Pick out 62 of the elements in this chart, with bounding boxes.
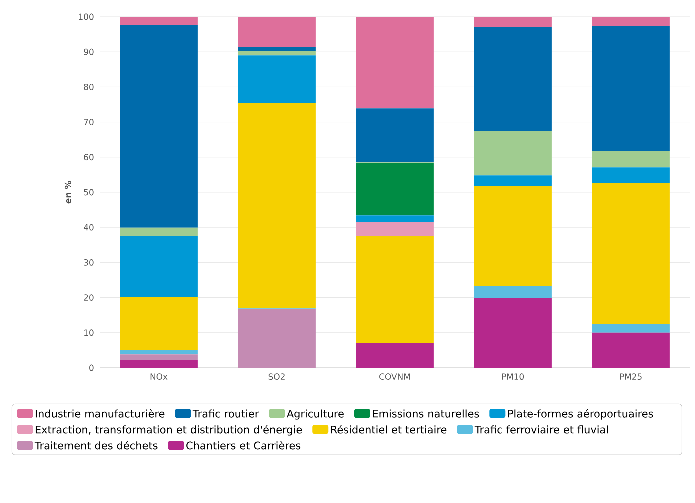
bar <box>238 51 316 56</box>
y-tick-label: 70 <box>84 119 94 126</box>
legend-label: Chantiers et Carrières <box>186 441 301 450</box>
legend-label: Trafic routier <box>192 410 260 418</box>
y-tick-label: 50 <box>84 189 94 196</box>
y-tick-label: 20 <box>84 294 94 301</box>
legend-label: Traitement des déchets <box>34 441 158 450</box>
bar <box>474 186 552 287</box>
x-tick-label: COVNM <box>380 374 410 380</box>
bar <box>120 297 198 350</box>
bar <box>120 360 198 368</box>
legend-label: Agriculture <box>287 410 344 420</box>
bar <box>592 26 670 152</box>
bar <box>474 131 552 176</box>
bar <box>238 56 316 104</box>
bar <box>120 228 198 236</box>
bar <box>474 176 552 187</box>
legend-label: Industrie manufacturière <box>36 409 165 418</box>
y-tick-label: 0 <box>90 364 94 372</box>
y-tick-label: 90 <box>84 48 94 56</box>
x-tick-label: SO2 <box>268 374 285 380</box>
bar <box>238 103 316 309</box>
bar <box>356 236 434 344</box>
y-tick-label: 100 <box>79 14 94 20</box>
bar <box>592 324 670 333</box>
legend-label: Extraction, transformation et distribution d'énergie <box>36 425 302 436</box>
bar <box>238 16 316 48</box>
bar <box>592 332 670 368</box>
bar <box>120 350 198 355</box>
bar <box>474 298 552 368</box>
x-tick-label: PM10 <box>502 374 524 380</box>
y-tick-label: 10 <box>84 330 94 336</box>
bar <box>238 48 316 52</box>
bar <box>356 16 434 109</box>
legend-label: Plate-formes aéroportuaires <box>508 409 654 420</box>
y-tick-label: 30 <box>84 259 94 266</box>
bar <box>592 151 670 168</box>
bar <box>592 16 670 26</box>
bar <box>356 163 434 216</box>
bar <box>474 286 552 298</box>
x-tick-label: PM25 <box>620 374 642 380</box>
legend-label: Emissions naturelles <box>373 410 480 418</box>
bar <box>120 236 198 298</box>
bar <box>120 16 198 26</box>
bar <box>474 16 552 28</box>
bar <box>120 354 198 360</box>
bar <box>356 343 434 368</box>
legend-label: Résidentiel et tertiaire <box>331 425 447 434</box>
bar <box>238 309 316 368</box>
y-tick-label: 60 <box>84 154 94 161</box>
bar <box>592 168 670 184</box>
y-tick-label: 40 <box>84 224 94 231</box>
bar <box>356 216 434 222</box>
legend-label: Trafic ferroviaire et fluvial <box>474 426 608 434</box>
x-tick-label: NOx <box>150 374 168 380</box>
y-tick-label: 80 <box>84 84 94 90</box>
bar <box>592 183 670 324</box>
bar <box>474 27 552 132</box>
y-axis-title: en % <box>64 181 72 204</box>
bar <box>356 222 434 236</box>
bar <box>356 108 434 163</box>
bar <box>120 25 198 228</box>
